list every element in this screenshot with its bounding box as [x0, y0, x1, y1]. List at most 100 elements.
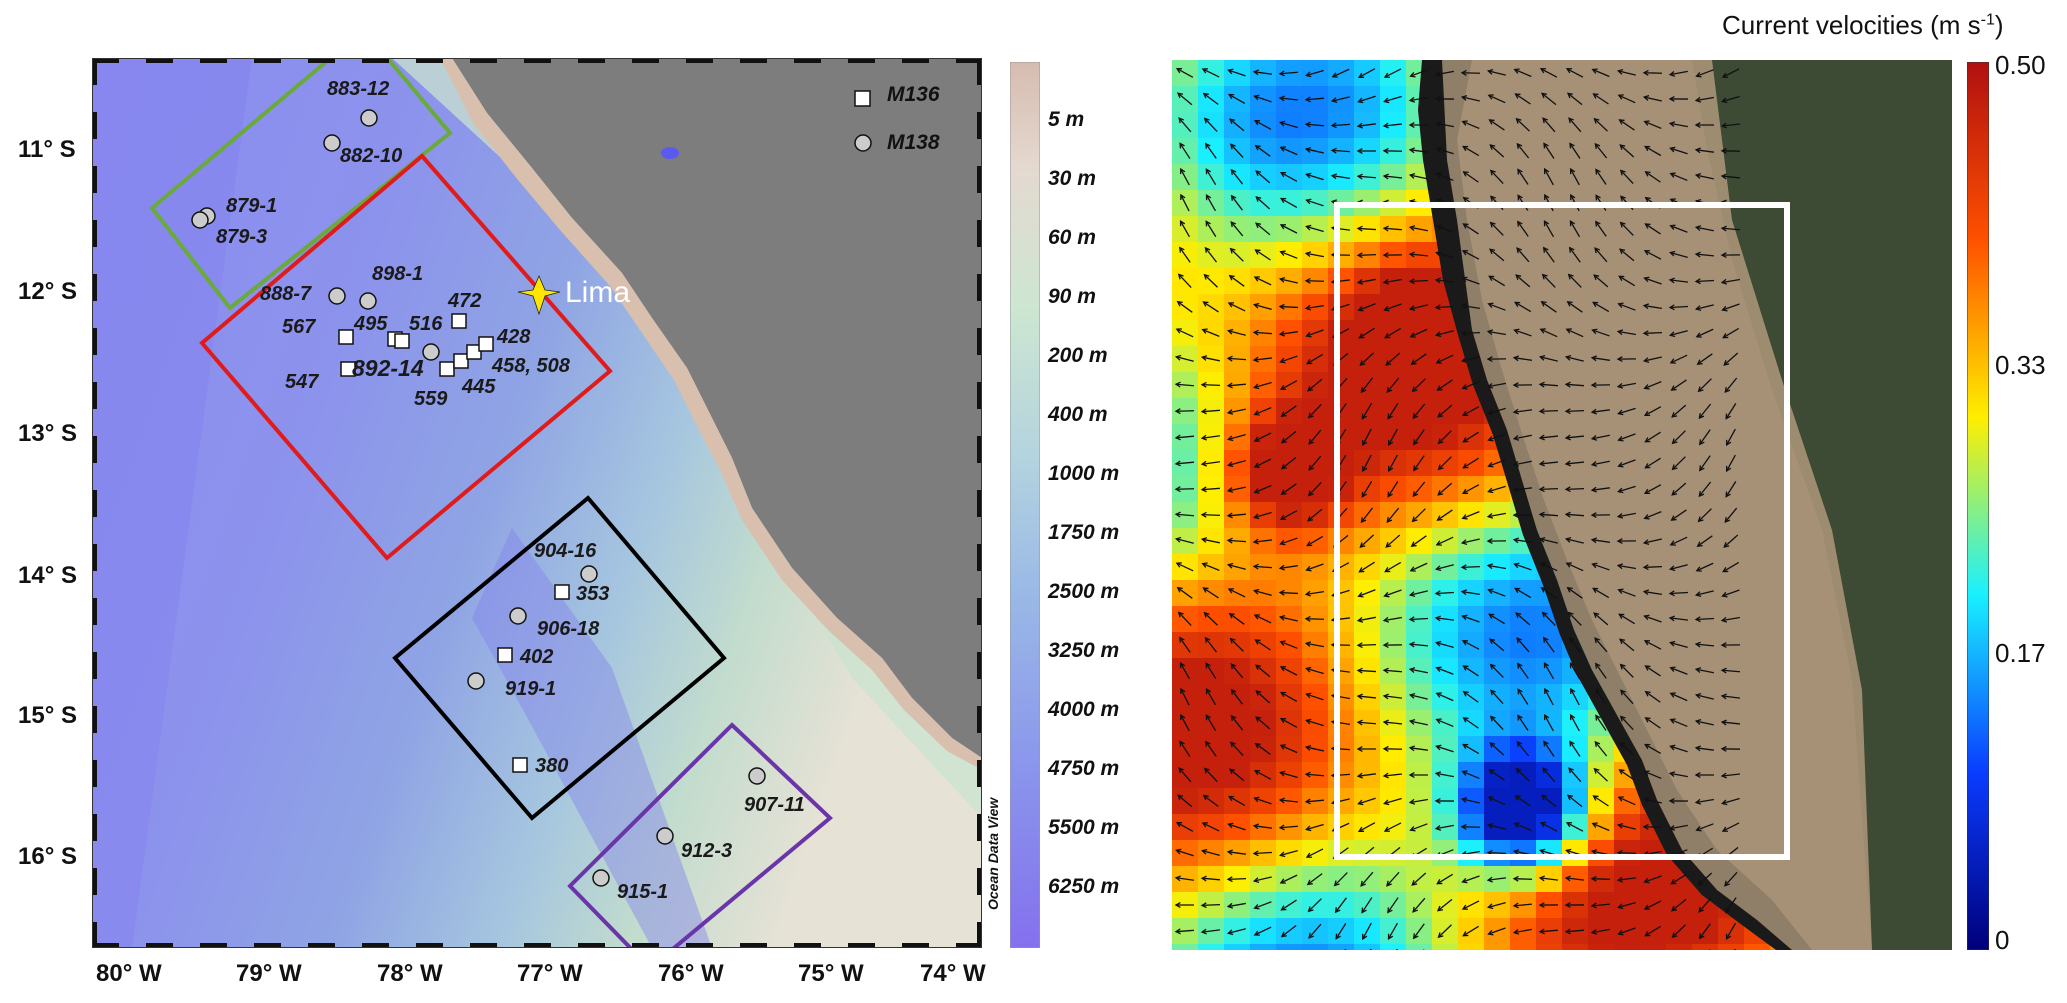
velocity-arrow [1726, 428, 1736, 446]
velocity-arrow [1645, 457, 1661, 469]
velocity-arrowhead [1564, 875, 1571, 882]
velocity-arrowhead [1590, 382, 1597, 389]
velocity-arrow [1696, 96, 1714, 102]
velocity-arrow [1228, 588, 1246, 598]
velocity-arrowhead [1280, 197, 1287, 204]
velocity-tick-017: 0.17 [1995, 638, 2046, 668]
velocity-arrow [1253, 539, 1273, 543]
velocity-arrowhead [1568, 117, 1574, 124]
velocity-arrowhead [1516, 637, 1523, 644]
lon-label-78w: 78° W [377, 960, 443, 987]
velocity-arrowhead [1543, 220, 1550, 227]
velocity-arrow [1567, 301, 1583, 313]
velocity-arrowhead [1513, 328, 1520, 335]
velocity-arrow [1180, 688, 1190, 706]
velocity-arrow [1410, 823, 1428, 831]
velocity-arrow [1721, 773, 1741, 777]
velocity-arrowhead [1435, 692, 1442, 698]
velocity-arrowhead [1564, 928, 1571, 935]
velocity-arrow [1618, 512, 1636, 518]
velocity-arrow [1721, 721, 1741, 725]
velocity-arrowhead [1564, 902, 1571, 909]
velocity-map-canvas [1172, 60, 1952, 970]
velocity-arrowhead [1437, 438, 1444, 445]
velocity-arrowhead [1175, 328, 1182, 334]
velocity-cell [1198, 944, 1224, 970]
velocity-arrowhead [1386, 516, 1393, 524]
velocity-arrowhead [1515, 612, 1522, 619]
velocity-arrow [1645, 223, 1661, 235]
velocity-arrow [1410, 69, 1428, 77]
velocity-arrowhead [1412, 933, 1419, 940]
velocity-arrowhead [1200, 460, 1207, 467]
frame-tick [92, 220, 97, 247]
velocity-arrowhead [1382, 772, 1389, 779]
velocity-arrow [1228, 408, 1246, 414]
velocity-arrowhead [1669, 250, 1676, 257]
velocity-arrowhead [1487, 94, 1494, 100]
velocity-arrow [1543, 143, 1555, 159]
velocity-arrow [1253, 331, 1273, 335]
velocity-arrow [1178, 117, 1192, 133]
velocity-arrow [1357, 773, 1377, 777]
velocity-arrowhead [1460, 564, 1467, 571]
velocity-arrow [1696, 798, 1714, 804]
velocity-arrow [1253, 851, 1273, 855]
velocity-arrow [1620, 689, 1634, 705]
velocity-arrow [1357, 643, 1377, 647]
velocity-arrow [1463, 665, 1479, 677]
velocity-arrowhead [1644, 145, 1651, 152]
velocity-arrow [1696, 590, 1714, 596]
velocity-arrowhead [1230, 221, 1237, 228]
velocity-arrow [1725, 897, 1737, 913]
velocity-arrowhead [1565, 848, 1572, 855]
velocity-arrowhead [1333, 880, 1340, 887]
velocity-arrowhead [1383, 826, 1391, 832]
label-428: 428 [497, 326, 531, 348]
velocity-arrow [1201, 487, 1221, 491]
velocity-arrowhead [1409, 825, 1416, 832]
velocity-arrowhead [1435, 718, 1442, 724]
velocity-arrow [1201, 513, 1221, 517]
velocity-arrow [1205, 143, 1217, 159]
velocity-arrow [1569, 220, 1581, 238]
frame-tick [362, 58, 389, 63]
velocity-arrowhead [1203, 611, 1210, 618]
velocity-arrowhead [1387, 439, 1394, 447]
velocity-arrowhead [1543, 167, 1550, 175]
velocity-arrowhead [1227, 795, 1235, 802]
velocity-arrowhead [1252, 823, 1259, 830]
velocity-arrowhead [1253, 614, 1260, 620]
velocity-arrow [1358, 797, 1376, 805]
velocity-arrowhead [1360, 387, 1367, 394]
frame-tick [740, 943, 767, 948]
velocity-arrowhead [1721, 826, 1729, 832]
velocity-arrow [1280, 146, 1298, 156]
velocity-arrow [1280, 849, 1298, 857]
depth-label: 2500 m [1048, 580, 1120, 603]
velocity-arrow [1490, 170, 1504, 184]
land [452, 58, 982, 758]
velocity-arrow [1279, 591, 1299, 595]
velocity-arrowhead [1643, 614, 1650, 621]
velocity-arrow [1724, 377, 1738, 393]
velocity-arrowhead [1644, 743, 1651, 750]
velocity-arrowhead [1722, 332, 1729, 339]
velocity-arrow [1591, 487, 1611, 491]
velocity-arrow [1539, 929, 1559, 933]
velocity-arrowhead [1435, 640, 1442, 647]
velocity-arrowhead [1461, 877, 1468, 884]
velocity-arrowhead [1669, 640, 1676, 647]
velocity-arrowhead [1435, 666, 1442, 672]
frame-tick [146, 58, 173, 63]
velocity-arrow [1544, 714, 1554, 732]
velocity-arrow [1409, 747, 1429, 751]
frame-tick [470, 58, 497, 63]
velocity-arrow [1566, 538, 1584, 544]
velocity-arrow [1436, 824, 1454, 830]
velocity-arrowhead [1408, 745, 1415, 752]
legend-circle [854, 134, 872, 152]
velocity-arrow [1437, 482, 1453, 496]
label-906-18: 906-18 [537, 618, 600, 640]
velocity-arrow [1644, 900, 1662, 910]
